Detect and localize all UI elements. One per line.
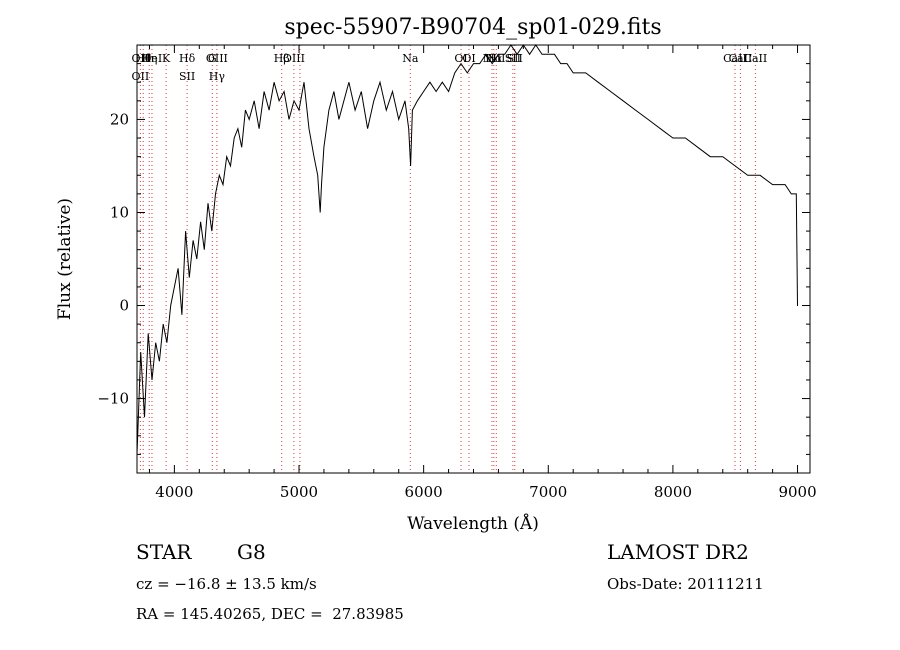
x-tick-label: 9000: [778, 483, 816, 501]
x-axis-ticks: 4000 5000 6000 7000 8000 9000: [148, 45, 817, 501]
redshift-velocity: cz = −16.8 ± 13.5 km/s: [136, 575, 317, 593]
observation-date: Obs-Date: 20111211: [607, 575, 764, 593]
line-marker-label: OIII: [206, 52, 228, 65]
line-marker-label: CaII: [744, 52, 768, 65]
line-marker-label: Na: [402, 52, 419, 65]
line-marker-label: CaII: [729, 52, 753, 65]
line-marker-label: CaII: [723, 52, 747, 65]
survey-name: LAMOST DR2: [607, 540, 749, 564]
x-tick-label: 5000: [280, 483, 318, 501]
y-axis-label: Flux (relative): [55, 198, 75, 320]
object-class: STAR: [136, 540, 192, 564]
x-axis-label: Wavelength (Å): [407, 513, 539, 534]
line-marker-label: OII: [132, 70, 150, 83]
x-tick-label: 4000: [155, 483, 193, 501]
line-marker-label: OII: [132, 52, 150, 65]
line-marker-label: G: [208, 52, 217, 65]
line-marker-label: Hδ: [179, 52, 196, 65]
y-tick-label: 20: [110, 110, 129, 128]
spectrum-line: [136, 44, 798, 455]
line-marker-label: Hγ: [209, 70, 226, 83]
line-marker-label: SII: [179, 70, 195, 83]
x-tick-label: 7000: [529, 483, 567, 501]
line-marker-label: OI: [454, 52, 467, 65]
line-marker-label: Hη: [141, 52, 157, 65]
coordinates: RA = 145.40265, DEC = 27.83985: [136, 605, 404, 623]
x-tick-label: 6000: [405, 483, 443, 501]
emission-line-markers: [139, 45, 756, 473]
y-tick-label: 0: [119, 297, 129, 315]
line-marker-label: Hα: [485, 52, 503, 65]
line-marker-label: NII: [483, 52, 501, 65]
line-marker-label: Hθ: [135, 52, 152, 65]
line-marker-label: OIII: [283, 52, 305, 65]
line-marker-label: OI: [462, 52, 475, 65]
line-marker-label: HeI: [142, 52, 162, 65]
x-tick-label: 8000: [654, 483, 692, 501]
y-tick-label: −10: [97, 390, 129, 408]
line-marker-label: SII: [505, 52, 521, 65]
y-tick-label: 10: [110, 203, 129, 221]
line-marker-label: SII: [507, 52, 523, 65]
plot-frame: [136, 44, 811, 474]
line-marker-label: NII: [487, 52, 505, 65]
line-marker-label: K: [162, 52, 171, 65]
subclass: G8: [237, 540, 266, 564]
y-axis-ticks: −10 0 10 20: [97, 63, 810, 455]
line-marker-label: Hβ: [274, 52, 290, 65]
chart-title: spec-55907-B90704_sp01-029.fits: [284, 15, 661, 40]
